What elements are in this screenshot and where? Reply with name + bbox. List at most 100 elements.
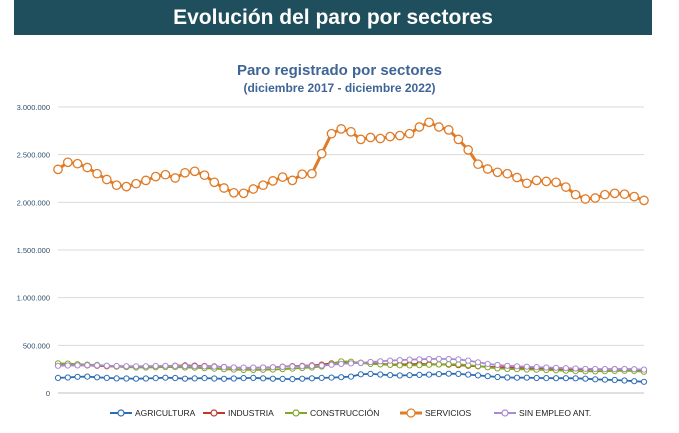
- data-point: [133, 363, 140, 370]
- data-point: [328, 361, 335, 368]
- data-point: [504, 374, 511, 381]
- data-point: [453, 134, 464, 145]
- data-point: [142, 375, 149, 382]
- data-point: [619, 189, 630, 200]
- data-point: [162, 374, 169, 381]
- data-point: [541, 176, 552, 187]
- data-point: [152, 375, 159, 382]
- data-point: [543, 364, 550, 371]
- data-point: [162, 362, 169, 369]
- y-tick-label: 3.000.000: [17, 103, 50, 112]
- data-point: [141, 175, 151, 186]
- data-point: [482, 164, 493, 174]
- data-point: [103, 374, 110, 381]
- data-point: [238, 188, 249, 199]
- data-point: [211, 363, 218, 370]
- data-point: [357, 371, 364, 378]
- data-point: [512, 172, 522, 183]
- data-point: [74, 373, 81, 380]
- data-point: [406, 362, 413, 369]
- data-point: [445, 361, 452, 368]
- data-point: [172, 374, 179, 382]
- data-point: [435, 371, 442, 378]
- data-point: [201, 363, 208, 370]
- data-point: [572, 365, 579, 372]
- data-point: [211, 375, 218, 382]
- y-tick-label: 1.500.000: [17, 246, 50, 255]
- data-point: [328, 374, 335, 381]
- data-point: [92, 168, 102, 179]
- legend-swatch-marker: [501, 409, 509, 417]
- data-point: [269, 375, 276, 382]
- banner-title: Evolución del paro por sectores: [173, 5, 493, 29]
- data-point: [494, 361, 501, 369]
- data-point: [287, 175, 298, 186]
- data-point: [307, 168, 317, 179]
- data-point: [561, 182, 571, 192]
- data-point: [347, 373, 355, 380]
- y-axis: 0 500.000 1.000.000 1.500.000 2.000.000 2.500…: [17, 103, 50, 398]
- legend-label: SERVICIOS: [425, 408, 471, 418]
- data-point: [160, 169, 171, 180]
- data-point: [279, 375, 286, 382]
- data-point: [347, 360, 355, 367]
- data-point: [113, 362, 120, 370]
- data-point: [180, 167, 190, 178]
- data-point: [562, 375, 570, 382]
- data-point: [299, 375, 306, 382]
- data-point: [123, 375, 130, 382]
- data-point: [94, 362, 101, 369]
- data-point: [277, 172, 288, 182]
- data-point: [346, 126, 356, 137]
- data-point: [230, 375, 237, 382]
- data-point: [121, 181, 132, 192]
- data-point: [640, 378, 648, 385]
- legend-item: AGRICULTURA: [110, 408, 196, 418]
- data-point: [53, 164, 63, 175]
- data-point: [170, 173, 181, 183]
- data-point: [404, 128, 415, 139]
- data-point: [377, 358, 384, 365]
- data-point: [142, 363, 149, 370]
- data-point: [101, 174, 112, 185]
- data-point: [219, 183, 229, 193]
- data-point: [94, 374, 101, 381]
- data-point: [289, 363, 296, 370]
- y-tick-label: 2.000.000: [17, 198, 50, 207]
- data-point: [84, 362, 91, 369]
- data-point: [367, 370, 374, 377]
- data-point: [523, 374, 530, 381]
- data-point: [494, 373, 501, 381]
- data-point: [82, 162, 93, 173]
- data-point: [111, 180, 122, 191]
- data-point: [248, 184, 259, 194]
- data-point: [220, 375, 228, 382]
- legend-swatch-marker: [406, 408, 416, 418]
- data-point: [426, 361, 433, 368]
- data-point: [600, 189, 610, 200]
- data-point: [416, 371, 423, 378]
- data-point: [424, 117, 434, 128]
- data-point: [570, 189, 581, 200]
- data-point: [72, 158, 83, 169]
- data-point: [445, 370, 452, 377]
- data-point: [54, 374, 62, 381]
- data-point: [316, 148, 327, 159]
- data-point: [601, 366, 609, 373]
- data-point: [465, 371, 472, 378]
- data-point: [631, 366, 638, 373]
- data-point: [365, 132, 376, 143]
- data-point: [62, 157, 73, 168]
- data-point: [258, 180, 268, 191]
- data-point: [474, 359, 482, 366]
- data-point: [484, 360, 491, 367]
- data-point: [113, 375, 120, 382]
- data-point: [84, 373, 91, 380]
- data-point: [103, 362, 110, 369]
- data-point: [396, 372, 403, 379]
- data-point: [152, 362, 159, 370]
- legend-label: CONSTRUCCIÓN: [310, 408, 379, 418]
- data-point: [513, 374, 521, 381]
- data-point: [228, 187, 239, 198]
- data-point: [297, 169, 308, 180]
